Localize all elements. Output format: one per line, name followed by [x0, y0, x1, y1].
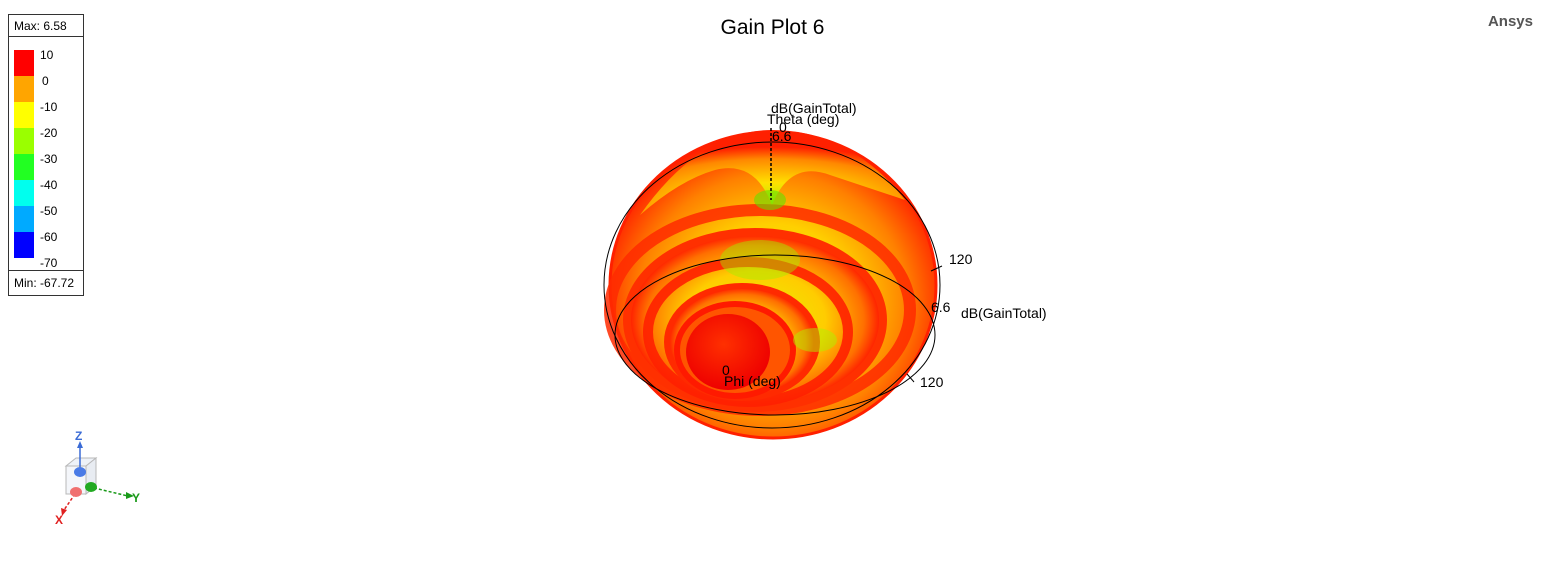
z-axis-knob	[74, 467, 86, 477]
legend-tick: -60	[40, 230, 58, 244]
theta-tick-mark	[930, 265, 943, 272]
right-max-label: 6.6	[931, 299, 951, 315]
phi-axis-label: Phi (deg)	[724, 373, 781, 389]
legend-swatch	[14, 76, 34, 102]
theta-tick-label: 120	[949, 251, 973, 267]
legend-tick: 0	[42, 74, 49, 88]
phi-zero-label: 0	[722, 362, 730, 378]
legend-swatch	[14, 128, 34, 154]
pattern-surface	[604, 130, 938, 440]
y-axis-line	[93, 487, 129, 497]
legend-min: Min: -67.72	[9, 270, 83, 295]
orientation-triad[interactable]: Z Y X	[48, 428, 148, 528]
theta-axis-label: Theta (deg)	[767, 111, 839, 127]
quantity-label-right: dB(GainTotal)	[961, 305, 1047, 321]
legend-swatch	[14, 206, 34, 232]
plot-title: Gain Plot 6	[720, 16, 825, 39]
z-arrow-icon	[77, 441, 83, 448]
legend-swatch	[14, 154, 34, 180]
legend-swatch	[14, 102, 34, 128]
x-axis-label: X	[55, 513, 63, 527]
x-axis-line	[63, 493, 76, 511]
y-arrow-icon	[126, 492, 134, 499]
z-axis-label: Z	[75, 429, 82, 443]
x-axis-knob	[70, 487, 82, 497]
legend-tick: -50	[40, 204, 58, 218]
legend-tick: -20	[40, 126, 58, 140]
theta-max-label: 6.6	[772, 128, 792, 144]
y-axis-knob	[85, 482, 97, 492]
legend-swatch	[14, 232, 34, 258]
legend-swatch	[14, 50, 34, 76]
legend-tick: -30	[40, 152, 58, 166]
legend-tick: -40	[40, 178, 58, 192]
phi-tick-label: 120	[920, 374, 944, 390]
phi-circle	[614, 254, 936, 416]
legend-tick: -70	[40, 256, 58, 270]
legend-max: Max: 6.58	[9, 15, 83, 37]
theta-zero-label: 0	[779, 119, 787, 135]
phi-tick-mark	[906, 373, 915, 383]
legend-tick: -10	[40, 100, 58, 114]
quantity-label-top: dB(GainTotal)	[771, 100, 857, 116]
legend-tick: 10	[40, 48, 54, 62]
brand-logo: Ansys	[1487, 13, 1533, 30]
x-arrow-icon	[61, 508, 67, 516]
legend-swatch	[14, 180, 34, 206]
theta-circle	[603, 141, 941, 429]
color-legend[interactable]: Max: 6.58 10 0 -10 -20 -30 -40 -50 -60 -…	[8, 14, 84, 296]
y-axis-label: Y	[132, 491, 140, 505]
